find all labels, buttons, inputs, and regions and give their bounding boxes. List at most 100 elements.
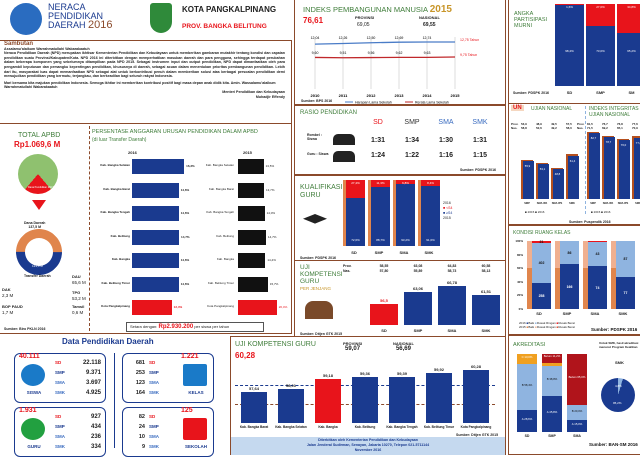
guru-label: GURU	[19, 444, 49, 449]
akreditasi-source: Sumber: BAN-SM 2016	[589, 442, 638, 447]
ukg-title: UJI KOMPETENSI GURU	[235, 341, 316, 348]
kual-ge-label: 72,6%	[346, 238, 365, 242]
smk-title: SMK	[615, 360, 624, 365]
bar-2015	[238, 159, 264, 174]
un-bar-label: 53,1	[536, 167, 549, 171]
province-name: PROV. BANGKA BELITUNG	[182, 23, 267, 30]
kelas-legend-2015: 2015	[519, 325, 526, 329]
bar-2016-label: 14,6%	[181, 282, 190, 286]
ukgj-bar-label: 61,51	[472, 289, 500, 294]
region-label: Kab. Bangka Tengah	[92, 210, 130, 214]
ipm-title: INDEKS PEMBANGUNAN MANUSIA 2015	[303, 4, 452, 15]
bar-2015-label: 13,5%	[266, 164, 275, 168]
ukg-bar	[241, 392, 267, 423]
guru-total: 1.931	[19, 407, 37, 414]
un-bar-label: 55,9	[521, 164, 534, 168]
apm-rest-label: 27,0%	[586, 5, 615, 9]
header: NERACA PENDIDIKAN DAERAH 2016 KOTA PANGK…	[0, 0, 290, 40]
kelas-label: KELAS	[181, 390, 211, 395]
bar-2015-label: 14,0%	[267, 211, 276, 215]
year-2016: 2016	[128, 150, 137, 155]
integ-nas-value: 71,5	[587, 126, 593, 130]
un-nas-value: 58,0	[566, 126, 572, 130]
ukg-nas-value: 56,69	[393, 346, 414, 352]
bar-2016	[132, 300, 172, 315]
legend-label: Harapan Lama Sekolah	[355, 101, 392, 105]
siswa-label: SISWA	[19, 390, 49, 395]
ukg-bar	[463, 370, 489, 423]
rasio-row2-value: 1:16	[431, 152, 461, 159]
akr-x-label: SMP	[542, 434, 562, 438]
apm-bar-murni	[555, 5, 584, 86]
apbd-item-key: DAK	[2, 287, 11, 292]
level-label: SMK	[149, 444, 159, 449]
un-bar-label: 48,8	[551, 172, 564, 176]
sekolah-value: 24	[127, 424, 145, 430]
ukgj-bar-label: 56,5	[370, 298, 398, 303]
apm-rest-label: 34,8%	[617, 5, 640, 9]
smk-b-label: 4,8%	[615, 384, 622, 388]
bar-2015-label: 20,4%	[279, 305, 288, 309]
anggaran-title: PERSENTASE ANGGARAN URUSAN PENDIDIKAN DA…	[92, 129, 258, 135]
region-label-2015: Kota Pangkalpinang	[196, 304, 234, 308]
apbd-item-key: Tamsil	[72, 304, 84, 309]
kelas-label-ringan: 86	[560, 251, 579, 255]
ukgj-bar-label: 63,06	[404, 286, 432, 291]
kelas-label-baik: 166	[560, 285, 579, 289]
rasio-row1-value: 1:31	[465, 137, 495, 144]
ukgj-prov-value: 63,08	[404, 264, 432, 268]
apm-x-label: SM	[617, 90, 640, 95]
teachers-icon	[305, 301, 333, 319]
apbd-item-value: 53,2 M	[72, 296, 86, 301]
kelas-title: KONDISI RUANG KELAS	[513, 230, 571, 236]
integ-bar-2016	[589, 133, 600, 199]
sambutan-body: Neraca Pendidikan Daerah (NPD) merupakan…	[4, 51, 285, 79]
siswa-value: 9.371	[86, 370, 101, 376]
ukg-prov-value: 59,07	[343, 346, 362, 352]
ukgj-x-label: SMK	[472, 328, 500, 333]
level-label: SD	[55, 414, 61, 419]
akreditasi-note: Untuk SMK, hasil akreditasi menurut Prog…	[599, 341, 640, 349]
anggaran-subtitle: (di luar Transfer Daerah)	[92, 137, 146, 143]
akr-seg-label: B 20,0%	[567, 410, 587, 413]
kual-ge-label: 88,7%	[371, 238, 390, 242]
bar-2016-label: 14,6%	[181, 258, 190, 262]
graduation-cap-icon	[303, 214, 327, 226]
bar-2016	[132, 183, 179, 198]
un-nas-value: 49,2	[551, 126, 557, 130]
ukg-bar-label: 59,92	[426, 367, 452, 372]
kelas-label-baik: 77	[616, 291, 635, 295]
un-title: UJIAN NASIONAL	[531, 106, 572, 112]
kualifikasi-legend-2015: 2015	[443, 216, 452, 221]
ukgj-prov-value: 64,83	[438, 264, 466, 268]
kual-x-label: SMP	[368, 250, 390, 255]
bar-2016-label: 16,3%	[186, 164, 195, 168]
kelas-value: 123	[127, 380, 145, 386]
ipm-panel: INDEKS PEMBANGUNAN MANUSIA 2015 76,61 PR…	[294, 0, 506, 105]
bar-2016	[132, 230, 179, 245]
integ-title: INDEKS INTEGRITAS UJIAN NASIONAL	[589, 106, 640, 118]
bar-2016	[132, 277, 179, 292]
ukg-bar	[352, 377, 378, 423]
sekolah-value: 9	[127, 444, 145, 450]
rasio-level: SD	[363, 119, 393, 126]
integ-nas-label: Nas.	[577, 126, 583, 130]
ukgj-prov-value: 58,55	[370, 264, 398, 268]
apbd-item-value: 0,6 M	[72, 310, 83, 315]
ukg-bar-label: 59,39	[389, 371, 415, 376]
end-label: 9,75 Tahun	[460, 53, 477, 57]
kemdikbud-logo	[10, 3, 42, 35]
footer: Diterbitkan oleh Kementerian Pendidikan …	[231, 437, 505, 455]
siswa-total: 40.111	[19, 353, 40, 360]
un-badge: UN	[511, 105, 524, 111]
x-tick: 2015	[451, 93, 461, 98]
ukgj-nas-value: 58,13	[472, 269, 500, 273]
kelas-value: 681	[127, 360, 145, 366]
apm-source: Sumber: PDSPK 2016	[513, 91, 549, 95]
ukgj-bar	[370, 304, 398, 325]
apbd-item-key: DAU	[72, 274, 81, 279]
apm-x-label: SMP	[586, 90, 615, 95]
